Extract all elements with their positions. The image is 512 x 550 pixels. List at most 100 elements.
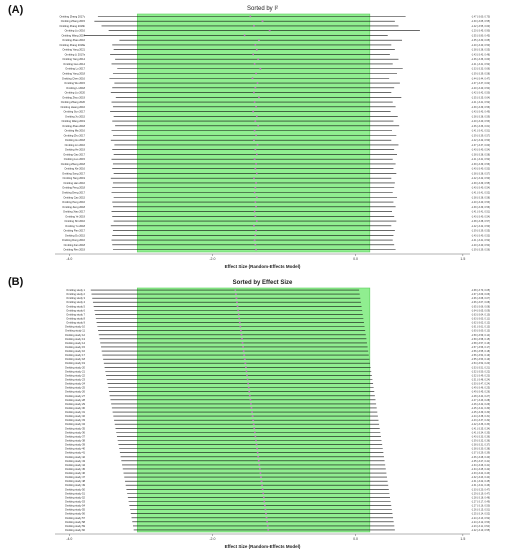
- effect-annotation: -1.30 [-3.65, 0.55]: [471, 20, 490, 23]
- effect-annotation: -1.58 [-3.57, 0.16]: [471, 342, 490, 345]
- study-label: Omitting study 48: [65, 479, 86, 483]
- effect-annotation: -1.41 [-3.41, 0.51]: [471, 130, 490, 133]
- effect-point: [257, 459, 260, 462]
- effect-point: [267, 529, 270, 531]
- effect-annotation: -1.52 [-3.49, 0.23]: [471, 374, 490, 377]
- effect-point: [253, 101, 256, 103]
- effect-point: [253, 210, 256, 213]
- study-label: Omitting study 11: [65, 329, 86, 333]
- effect-annotation: -1.60 [-3.60, 0.13]: [471, 330, 490, 333]
- effect-annotation: -1.41 [-3.41, 0.51]: [471, 211, 490, 214]
- study-label: Omitting study 19: [65, 361, 86, 365]
- effect-point: [258, 39, 260, 42]
- effect-point: [244, 362, 247, 365]
- effect-annotation: -1.41 [-3.41, 0.52]: [471, 101, 490, 104]
- study-label: Omitting study 51: [65, 491, 86, 495]
- effect-annotation: -1.41 [-3.41, 0.52]: [471, 158, 490, 161]
- study-label: Omitting study 34: [65, 422, 86, 426]
- x-tick-label: -4.0: [66, 257, 72, 261]
- effect-point: [253, 224, 255, 227]
- effect-annotation: -1.36 [-3.36, 0.60]: [471, 58, 490, 61]
- effect-annotation: -1.38 [-3.30, 0.38]: [471, 448, 490, 451]
- study-label: Omitting Xie 2016: [64, 167, 85, 171]
- x-tick-label: 0.0: [353, 537, 358, 541]
- study-label: Omitting He 2019: [65, 148, 86, 152]
- study-label: Omitting Zhang 2017c: [59, 14, 85, 18]
- study-label: Omitting Li 2018: [66, 86, 85, 90]
- study-label: Omitting Zhang 2016b: [59, 24, 85, 28]
- study-label: Omitting study 2: [66, 292, 85, 296]
- study-label: Omitting study 17: [65, 353, 86, 357]
- study-label: Omitting study 1: [66, 288, 85, 292]
- effect-point: [238, 317, 241, 320]
- study-label: Omitting Wang 2019: [61, 119, 85, 123]
- effect-annotation: -1.48 [-3.44, 0.27]: [471, 395, 490, 398]
- effect-point: [250, 403, 252, 405]
- effect-annotation: -1.40 [-3.40, 0.53]: [471, 120, 490, 123]
- study-label: Omitting Gao 2017: [63, 152, 85, 156]
- effect-point: [241, 337, 243, 340]
- effect-point: [254, 215, 257, 218]
- study-label: Omitting Yang 2014: [62, 57, 85, 61]
- effect-annotation: -1.35 [-3.27, 0.41]: [471, 460, 490, 463]
- effect-point: [252, 53, 255, 56]
- effect-annotation: -1.54 [-3.52, 0.20]: [471, 362, 490, 365]
- study-label: Omitting study 45: [65, 467, 86, 471]
- effect-point: [237, 309, 239, 312]
- study-label: Omitting study 54: [65, 504, 86, 508]
- effect-point: [254, 148, 257, 151]
- effect-annotation: -1.67 [-3.69, 0.06]: [471, 293, 490, 296]
- forest-plot-a: Sorted by I² Omitting Zhang 2017c -1.47 [-…: [55, 6, 490, 269]
- study-label: Omitting study 25: [65, 386, 86, 390]
- effect-annotation: -1.39 [-3.39, 0.56]: [471, 249, 490, 252]
- study-label: Omitting study 36: [65, 430, 86, 434]
- study-label: Omitting Zhang 2020: [61, 100, 86, 104]
- effect-annotation: -1.33 [-3.24, 0.43]: [471, 472, 490, 475]
- study-label: Omitting study 16: [65, 349, 86, 353]
- study-label: Omitting Zhang 2015: [61, 19, 86, 23]
- study-label: Omitting Ren 2019: [63, 248, 85, 252]
- study-label: Omitting study 6: [66, 308, 85, 312]
- study-label: Omitting study 56: [65, 512, 86, 516]
- study-label: Omitting study 58: [65, 520, 86, 524]
- effect-annotation: -1.40 [-3.40, 0.54]: [471, 187, 490, 190]
- effect-point: [254, 234, 257, 237]
- effect-point: [253, 25, 255, 27]
- effect-annotation: -1.55 [-3.80, 0.45]: [471, 34, 490, 37]
- effect-annotation: -1.42 [-3.42, 0.50]: [471, 139, 490, 142]
- effect-annotation: -1.39 [-3.39, 0.57]: [471, 134, 490, 137]
- effect-annotation: -1.25 [-3.14, 0.52]: [471, 513, 490, 516]
- effect-point: [243, 358, 246, 361]
- study-label: Omitting study 49: [65, 483, 86, 487]
- effect-point: [243, 354, 246, 356]
- effect-point: [261, 20, 264, 23]
- effect-point: [256, 144, 259, 146]
- study-label: Omitting Zeng 2018: [62, 205, 85, 209]
- effect-annotation: -1.41 [-3.35, 0.34]: [471, 427, 490, 430]
- study-label: Omitting Zheng 2018: [61, 162, 86, 166]
- study-label: Omitting Yang 2018: [62, 72, 85, 76]
- effect-point: [264, 508, 267, 511]
- effect-point: [258, 468, 261, 470]
- effect-point: [268, 29, 271, 32]
- study-label: Omitting Luo 2015: [64, 157, 86, 161]
- effect-point: [255, 172, 258, 175]
- study-label: Omitting Feng 2018: [62, 186, 85, 190]
- effect-point: [240, 333, 243, 336]
- effect-annotation: -1.38 [-3.38, 0.58]: [471, 196, 490, 199]
- effect-annotation: -1.37 [-3.37, 0.60]: [471, 144, 490, 147]
- study-label: Omitting study 44: [65, 463, 86, 467]
- effect-annotation: -1.63 [-3.63, 0.11]: [471, 318, 490, 321]
- effect-annotation: -1.47 [-3.60, 0.70]: [471, 15, 490, 18]
- effect-point: [255, 72, 257, 75]
- study-label: Omitting Zhao 2016: [62, 38, 85, 42]
- effect-point: [253, 63, 256, 65]
- effect-point: [250, 407, 253, 409]
- study-label: Omitting study 9: [66, 321, 85, 325]
- effect-annotation: -1.52 [-3.50, 0.22]: [471, 370, 490, 373]
- effect-point: [255, 105, 257, 108]
- panel-b-label: (B): [8, 276, 24, 288]
- effect-point: [236, 301, 238, 304]
- effect-annotation: -1.28 [-3.18, 0.48]: [471, 496, 490, 499]
- study-label: Omitting study 8: [66, 317, 85, 321]
